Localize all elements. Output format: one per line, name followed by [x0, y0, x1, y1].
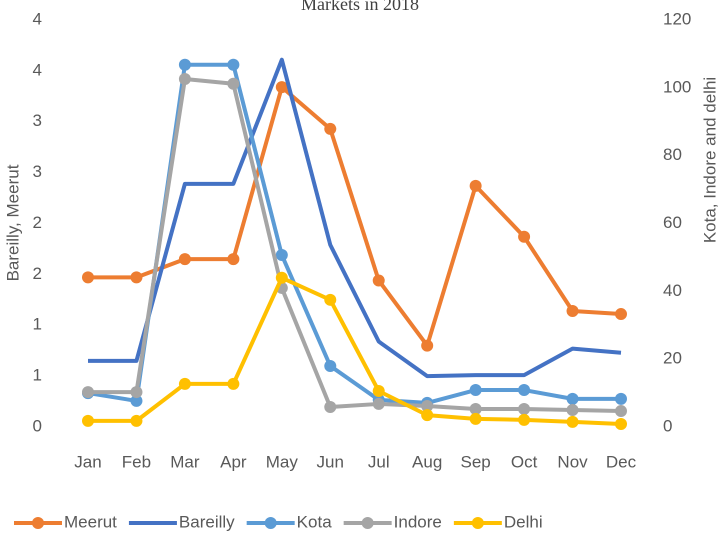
series-marker — [324, 400, 337, 413]
y2-tick-label: 120 — [663, 9, 691, 28]
series-marker — [372, 274, 385, 287]
series-marker — [615, 417, 627, 430]
series-marker — [469, 403, 482, 416]
x-tick-label: Sep — [461, 452, 491, 471]
series-marker — [227, 77, 240, 90]
series-marker — [518, 403, 531, 416]
x-tick-label: Dec — [606, 452, 637, 471]
y2-tick-label: 20 — [663, 349, 682, 368]
series-marker — [372, 397, 385, 410]
y2-tick-label: 80 — [663, 145, 682, 164]
x-tick-label: Nov — [557, 452, 588, 471]
x-tick-label: Jul — [368, 452, 390, 471]
legend-marker — [471, 517, 484, 529]
legend-label: Kota — [297, 512, 333, 531]
x-tick-label: Apr — [220, 452, 247, 471]
series-marker — [518, 384, 531, 397]
series-marker — [372, 385, 385, 398]
series-marker — [324, 122, 337, 135]
y2-tick-label: 100 — [663, 77, 691, 96]
series-marker — [227, 58, 240, 71]
series-marker — [275, 249, 288, 262]
series-marker — [518, 413, 531, 426]
series-line — [87, 62, 621, 405]
series-marker — [130, 386, 143, 399]
y-tick-label: 0 — [33, 416, 42, 435]
series-marker — [82, 414, 94, 427]
series-marker — [324, 359, 337, 372]
series-marker — [178, 73, 191, 86]
series-marker — [615, 392, 627, 405]
y-tick-label: 2 — [33, 264, 42, 283]
y-tick-label: 4 — [33, 9, 42, 28]
series-line — [88, 57, 622, 379]
legend-marker — [264, 517, 277, 529]
y2-tick-label: 60 — [663, 213, 682, 232]
series-marker — [566, 305, 579, 318]
legend-label: Indore — [394, 512, 442, 531]
series-marker — [615, 405, 627, 418]
y-tick-label: 1 — [33, 315, 42, 334]
series-line — [88, 77, 622, 414]
series-marker — [227, 253, 240, 266]
legend-marker — [32, 517, 44, 529]
series-marker — [178, 58, 191, 71]
series-marker — [130, 394, 143, 407]
legend-label: Delhi — [504, 512, 543, 531]
series-line — [88, 85, 622, 348]
x-tick-label: Mar — [170, 452, 200, 471]
legend-label: Meerut — [64, 512, 117, 531]
series-marker — [82, 386, 94, 399]
y-tick-label: 1 — [33, 366, 42, 385]
x-tick-label: Feb — [122, 452, 151, 471]
series-marker — [469, 412, 482, 425]
x-tick-label: Aug — [412, 452, 442, 471]
series-marker — [421, 409, 434, 422]
series-marker — [178, 377, 191, 390]
y2-axis-label: Kota, Indore and delhi — [700, 77, 719, 243]
y-axis-label: Bareilly, Meerut — [3, 164, 22, 281]
x-tick-label: May — [266, 452, 299, 471]
series-marker — [130, 414, 143, 427]
chart-title: Markets in 2018 — [301, 0, 419, 14]
series-marker — [324, 293, 337, 306]
series-marker — [421, 399, 434, 412]
series-marker — [275, 271, 288, 284]
y-tick-label: 3 — [33, 111, 42, 130]
y-tick-label: 3 — [33, 162, 42, 181]
legend-label: Bareilly — [179, 512, 235, 531]
series-marker — [615, 308, 627, 321]
series-marker — [469, 384, 482, 397]
series-marker — [469, 179, 482, 192]
series-marker — [82, 271, 94, 284]
series-marker — [566, 392, 579, 405]
series-marker — [566, 415, 579, 428]
series-marker — [421, 339, 434, 352]
y-tick-label: 4 — [33, 60, 42, 79]
y-tick-label: 2 — [33, 213, 42, 232]
series-marker — [518, 230, 531, 243]
series-marker — [178, 253, 191, 266]
series-marker — [275, 81, 288, 94]
series-marker — [130, 271, 143, 284]
x-tick-label: Jan — [74, 452, 101, 471]
y2-tick-label: 40 — [663, 281, 682, 300]
legend-marker — [361, 517, 374, 529]
x-tick-label: Jun — [317, 452, 344, 471]
series-marker — [566, 404, 579, 417]
series-line — [88, 275, 622, 426]
series-marker — [227, 377, 240, 390]
y2-tick-label: 0 — [663, 416, 672, 435]
x-tick-label: Oct — [511, 452, 538, 471]
